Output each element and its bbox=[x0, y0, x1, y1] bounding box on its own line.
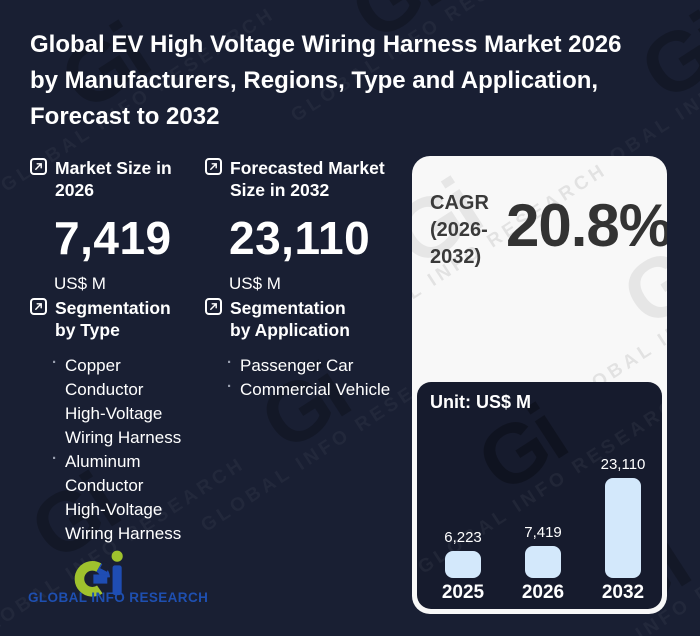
bar-value-label: 23,110 bbox=[600, 456, 646, 473]
page-title: Global EV High Voltage Wiring Harness Ma… bbox=[30, 27, 622, 135]
bar-category-label: 2025 bbox=[441, 582, 485, 603]
stat-value: 7,419 bbox=[54, 212, 172, 264]
bar-value-label: 6,223 bbox=[444, 529, 482, 546]
segmentation-by-type: Segmentation by Type Copper Conductor Hi… bbox=[30, 297, 184, 546]
gi-logo-icon bbox=[74, 550, 123, 597]
segmentation-by-application: Segmentation by Application Passenger Ca… bbox=[205, 297, 397, 402]
list-item: Passenger Car bbox=[227, 351, 397, 378]
title-line-3: Forecast to 2032 bbox=[30, 103, 220, 130]
stat-label: Forecasted Market Size in 2032 bbox=[230, 158, 385, 200]
arrow-up-right-icon bbox=[205, 298, 222, 315]
bar-chart: 6,223 2025 7,419 2026 23,110 2032 bbox=[441, 456, 646, 604]
list-item: Aluminum Conductor High-Voltage Wiring H… bbox=[52, 447, 184, 546]
cagr-chart-card: Gi GLOBAL INFO RESEARCH Gi GLOBAL INFO R… bbox=[412, 156, 667, 614]
title-line-2: by Manufacturers, Regions, Type and Appl… bbox=[30, 67, 599, 94]
bar-value-label: 7,419 bbox=[524, 524, 562, 541]
list-item: Commercial Vehicle bbox=[227, 375, 397, 402]
logo-wordmark: GLOBAL INFO RESEARCH bbox=[28, 590, 209, 605]
chart-unit-label: Unit: US$ M bbox=[430, 392, 531, 412]
arrow-up-right-icon bbox=[30, 298, 47, 315]
arrow-up-right-icon bbox=[30, 158, 47, 175]
bar-2025 bbox=[445, 551, 481, 578]
segmentation-label: Segmentation by Type bbox=[55, 298, 171, 340]
bar-group-2025: 6,223 2025 bbox=[441, 529, 485, 604]
segmentation-application-list: Passenger Car Commercial Vehicle bbox=[227, 351, 397, 402]
bar-category-label: 2026 bbox=[521, 582, 565, 603]
bar-group-2026: 7,419 2026 bbox=[521, 524, 565, 604]
bar-chart-panel: Gi GLOBAL INFO RESEARCH Unit: US$ M 6,22… bbox=[417, 382, 662, 609]
bar-category-label: 2032 bbox=[601, 582, 645, 603]
bar-2032 bbox=[605, 478, 641, 578]
stat-unit: US$ M bbox=[229, 274, 281, 293]
bar-group-2032: 23,110 2032 bbox=[601, 456, 646, 604]
segmentation-label: Segmentation by Application bbox=[230, 298, 350, 340]
stat-forecast-2032: Forecasted Market Size in 2032 23,110 US… bbox=[205, 157, 398, 294]
arrow-up-right-icon bbox=[205, 158, 222, 175]
bar-2026 bbox=[525, 546, 561, 578]
stat-market-size-2026: Market Size in 2026 7,419 US$ M bbox=[30, 157, 183, 294]
stat-value: 23,110 bbox=[229, 212, 371, 264]
stat-label: Market Size in 2026 bbox=[55, 158, 172, 200]
cagr-label: CAGR (2026-2032) bbox=[430, 192, 489, 268]
list-item: Copper Conductor High-Voltage Wiring Har… bbox=[52, 351, 184, 450]
cagr-value: 20.8% bbox=[506, 192, 667, 259]
title-line-1: Global EV High Voltage Wiring Harness Ma… bbox=[30, 31, 622, 58]
stat-unit: US$ M bbox=[54, 274, 106, 293]
segmentation-type-list: Copper Conductor High-Voltage Wiring Har… bbox=[52, 351, 184, 546]
cagr-block: CAGR (2026-2032) 20.8% bbox=[412, 156, 667, 271]
